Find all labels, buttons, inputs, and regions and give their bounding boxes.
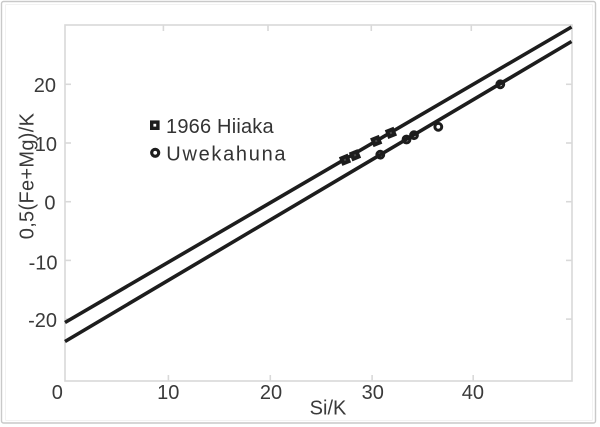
svg-text:-10: -10 [29,252,58,274]
svg-text:1966 Hiiaka: 1966 Hiiaka [166,116,275,138]
svg-text:10: 10 [35,134,57,156]
svg-text:0: 0 [44,193,55,215]
svg-text:0,5(Fe+Mg)/K: 0,5(Fe+Mg)/K [17,112,39,239]
svg-text:Si/K: Si/K [310,398,347,420]
svg-text:40: 40 [462,382,484,404]
svg-text:30: 30 [362,382,384,404]
svg-text:10: 10 [157,382,179,404]
svg-text:20: 20 [34,75,56,97]
svg-text:20: 20 [260,382,282,404]
svg-text:0: 0 [52,382,63,404]
svg-text:-20: -20 [28,310,57,332]
svg-text:Uwekahuna: Uwekahuna [166,144,287,166]
